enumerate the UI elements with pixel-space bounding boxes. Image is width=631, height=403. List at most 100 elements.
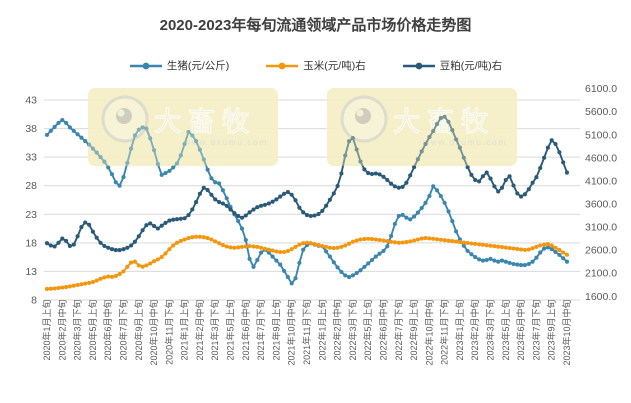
corn-price-marker: [155, 257, 160, 262]
corn-price-marker: [320, 243, 325, 249]
x-axis-label: 2022年1月上旬: [316, 300, 327, 361]
pig-price-marker: [98, 155, 103, 160]
soybean-meal-price-marker: [213, 197, 218, 202]
soybean-meal-price-marker: [542, 155, 547, 160]
soybean-meal-price-marker: [159, 223, 164, 228]
corn-price-marker: [125, 264, 130, 269]
pig-price-marker: [561, 256, 566, 261]
corn-price-marker: [503, 245, 508, 250]
soybean-meal-price-marker: [56, 240, 61, 245]
corn-price-marker: [507, 246, 512, 251]
x-axis-label: 2023年5月上旬: [500, 299, 511, 360]
soybean-meal-price-marker: [293, 198, 298, 203]
x-axis-label: 2021年7月下旬: [255, 300, 266, 361]
corn-price-marker: [564, 252, 570, 257]
soybean-meal-price-marker: [404, 180, 409, 185]
pig-price-marker: [117, 183, 122, 188]
soybean-meal-price-marker: [396, 185, 401, 190]
x-axis-label: 2023年3月下旬: [485, 300, 496, 361]
legend-label-soybean-meal: 豆粕(元/吨)右: [439, 60, 503, 72]
soybean-meal-price-marker: [347, 139, 352, 144]
soybean-meal-price-marker: [312, 213, 317, 218]
corn-price-marker: [259, 245, 264, 250]
pig-price-marker: [48, 128, 53, 133]
soybean-meal-price-marker: [488, 176, 493, 181]
pig-price-marker: [301, 247, 306, 252]
pig-price-marker: [354, 271, 359, 276]
x-axis-label: 2023年9月上旬: [546, 300, 557, 361]
pig-price-marker: [534, 255, 539, 260]
corn-price-marker: [282, 249, 287, 255]
soybean-meal-price-marker: [232, 211, 237, 216]
x-axis-label: 2022年9月上旬: [408, 300, 419, 361]
pig-price-marker: [557, 252, 562, 257]
soybean-meal-price-marker: [320, 208, 325, 213]
pig-price-marker: [75, 132, 80, 137]
corn-price-marker: [484, 243, 489, 248]
legend-item-soybean-meal: 豆粕(元/吨)右: [402, 58, 502, 73]
x-axis-label: 2022年5月上旬: [362, 300, 373, 361]
corn-price-marker: [515, 246, 520, 252]
pig-price-marker: [438, 193, 443, 199]
pig-price-marker: [404, 215, 409, 220]
corn-price-marker: [60, 285, 65, 290]
corn-price-marker: [197, 234, 202, 239]
soybean-meal-price-marker: [392, 184, 397, 189]
corn-price-marker: [228, 245, 233, 250]
pig-price-marker: [396, 213, 401, 219]
soybean-meal-price-marker: [431, 129, 436, 134]
soybean-meal-price-marker: [136, 234, 141, 239]
corn-price-marker: [354, 238, 359, 243]
soybean-meal-price-marker: [534, 175, 539, 180]
pig-price-marker: [293, 276, 298, 281]
soybean-meal-price-marker: [327, 197, 332, 202]
pig-price-marker: [507, 260, 512, 265]
corn-price-marker: [419, 236, 424, 241]
pig-price-marker: [278, 262, 283, 267]
soybean-meal-price-marker: [496, 189, 501, 194]
corn-price-marker: [308, 241, 313, 246]
y-axis-label-left: 38: [25, 123, 37, 135]
corn-price-marker: [159, 255, 164, 260]
y-axis-label-left: 28: [25, 180, 37, 192]
pig-price-marker: [297, 260, 302, 265]
soybean-meal-price-marker: [331, 191, 336, 196]
soybean-meal-price-marker: [400, 184, 405, 189]
soybean-meal-price-marker: [102, 243, 107, 249]
corn-price-marker: [48, 286, 53, 291]
corn-price-marker: [423, 236, 428, 241]
y-axis-label-right: 3600.0: [585, 198, 617, 210]
pig-price-marker: [209, 176, 214, 181]
corn-price-marker: [113, 273, 118, 279]
soybean-meal-price-marker: [270, 199, 275, 204]
soybean-meal-price-marker: [90, 229, 95, 234]
pig-price-marker: [461, 243, 466, 248]
pig-price-marker: [52, 124, 57, 129]
pig-price-marker: [174, 161, 180, 166]
corn-price-marker: [75, 282, 80, 288]
corn-price-marker: [415, 237, 420, 242]
x-axis-label: 2020年1月上旬: [41, 300, 52, 361]
corn-price-marker: [232, 245, 237, 250]
soybean-meal-price-marker: [427, 135, 432, 140]
corn-price-marker: [427, 236, 432, 241]
pig-price-marker: [385, 244, 390, 249]
soybean-meal-price-marker: [259, 203, 264, 208]
corn-price-marker: [442, 238, 447, 243]
corn-price-marker: [285, 249, 290, 254]
pig-price-marker: [545, 245, 550, 250]
x-axis-label: 2021年5月上旬: [225, 300, 236, 361]
corn-price-marker: [381, 238, 386, 243]
corn-price-marker: [545, 242, 550, 247]
pig-price-marker: [140, 125, 145, 130]
y-axis-label-right: 6100.0: [585, 83, 617, 95]
soybean-meal-price-marker: [289, 192, 294, 197]
corn-price-marker: [266, 247, 271, 252]
corn-price-marker: [152, 259, 157, 264]
soybean-meal-price-marker: [48, 243, 53, 248]
pig-price-marker: [121, 175, 126, 180]
pig-price-marker: [496, 259, 501, 264]
pig-price-marker: [358, 268, 363, 273]
corn-price-marker: [293, 244, 298, 249]
pig-price-marker: [171, 165, 176, 170]
